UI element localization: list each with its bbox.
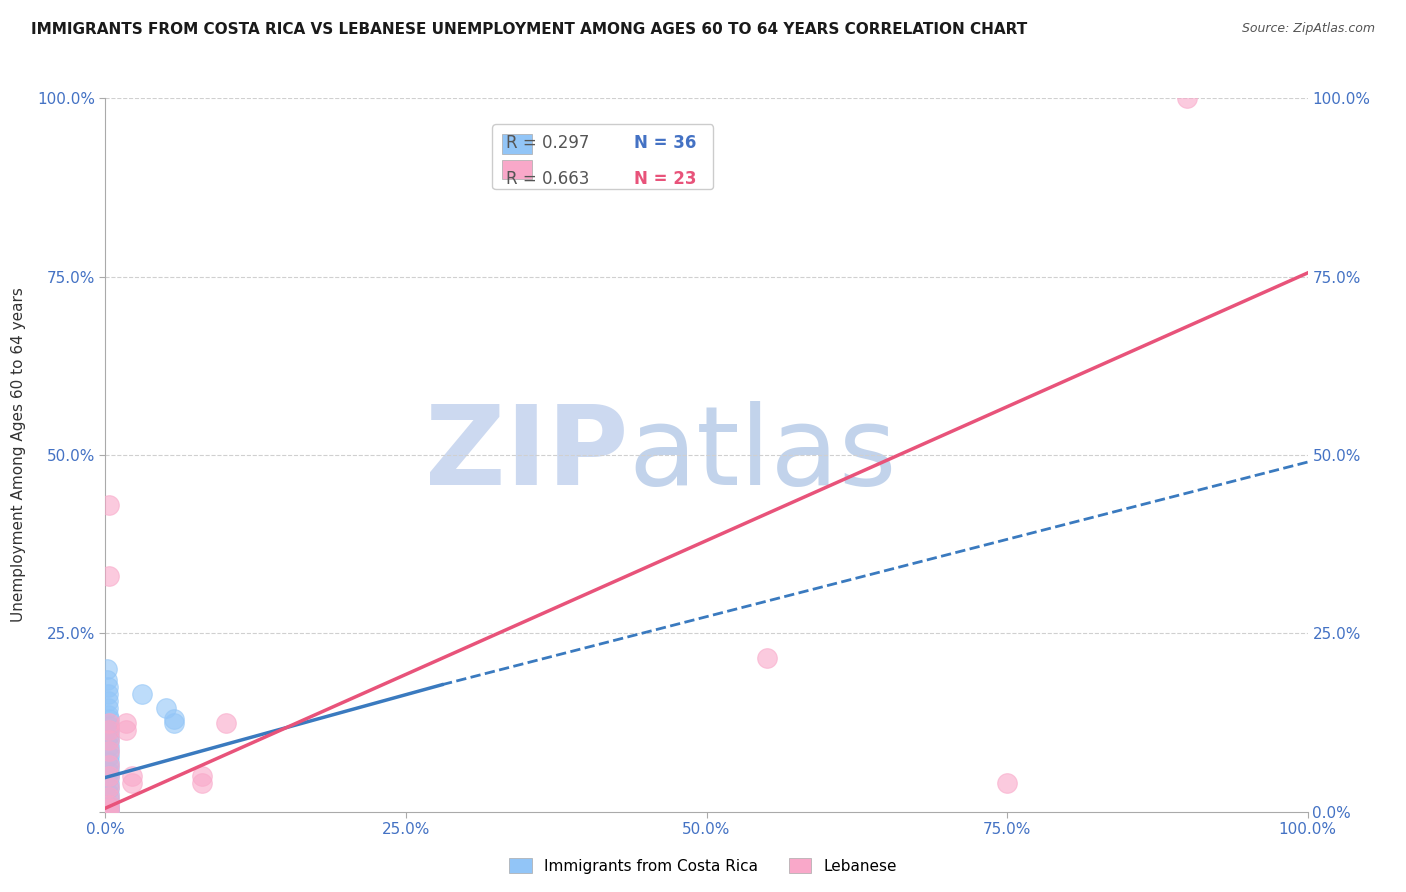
Point (214, 715, 236, 730)
Point (98, 749, 121, 764)
Point (96, 662, 118, 676)
Point (98, 801, 121, 815)
Point (98, 780, 121, 794)
Point (163, 715, 186, 730)
Point (98, 733, 121, 747)
Point (98, 803, 121, 817)
Point (98, 805, 121, 819)
Point (98, 790, 121, 805)
Point (97, 708, 120, 723)
Point (98, 733, 121, 747)
Point (97, 687, 120, 701)
Y-axis label: Unemployment Among Ages 60 to 64 years: Unemployment Among Ages 60 to 64 years (11, 287, 25, 623)
Point (163, 712, 186, 726)
Point (121, 769, 143, 783)
Point (98, 728, 121, 742)
Text: ZIP: ZIP (425, 401, 628, 508)
Point (96, 673, 118, 687)
Point (98, 805, 121, 819)
Point (98, 769, 121, 783)
Point (190, 769, 212, 783)
Text: R = 0.663: R = 0.663 (506, 169, 589, 187)
Text: N = 23: N = 23 (634, 169, 697, 187)
Point (190, 776, 212, 790)
Text: Source: ZipAtlas.com: Source: ZipAtlas.com (1241, 22, 1375, 36)
Point (98, 715, 121, 730)
Point (155, 701, 177, 715)
Point (98, 719, 121, 733)
Point (98, 805, 121, 819)
Point (97, 701, 120, 715)
Point (98, 792, 121, 806)
Point (98, 723, 121, 737)
Point (98, 739, 121, 753)
Legend: Immigrants from Costa Rica, Lebanese: Immigrants from Costa Rica, Lebanese (503, 852, 903, 880)
Point (115, 715, 138, 730)
Point (97, 680, 120, 694)
Point (98, 744, 121, 758)
Point (98, 781, 121, 796)
Point (98, 744, 121, 758)
Point (1175, 91, 1198, 105)
Point (755, 651, 778, 665)
Text: atlas: atlas (628, 401, 897, 508)
Point (98, 760, 121, 774)
Point (98, 569, 121, 583)
Point (131, 687, 153, 701)
Text: R = 0.297: R = 0.297 (506, 134, 589, 152)
Point (98, 797, 121, 812)
Point (98, 797, 121, 812)
Legend: R = 0.297   N = 36, R = 0.663   N = 23: R = 0.297 N = 36, R = 0.663 N = 23 (492, 124, 713, 189)
Point (98, 758, 121, 772)
Point (98, 805, 121, 819)
Point (98, 755, 121, 769)
Point (97, 694, 120, 708)
Point (98, 723, 121, 737)
Point (98, 771, 121, 785)
Point (115, 723, 138, 737)
Text: N = 36: N = 36 (634, 134, 697, 152)
Text: IMMIGRANTS FROM COSTA RICA VS LEBANESE UNEMPLOYMENT AMONG AGES 60 TO 64 YEARS CO: IMMIGRANTS FROM COSTA RICA VS LEBANESE U… (31, 22, 1028, 37)
Point (98, 787, 121, 801)
Point (98, 801, 121, 815)
Point (98, 712, 121, 726)
Point (98, 804, 121, 818)
Point (98, 803, 121, 817)
Point (995, 776, 1018, 790)
Point (98, 765, 121, 780)
Point (121, 776, 143, 790)
Point (98, 805, 121, 819)
Point (98, 776, 121, 790)
Point (98, 498, 121, 512)
